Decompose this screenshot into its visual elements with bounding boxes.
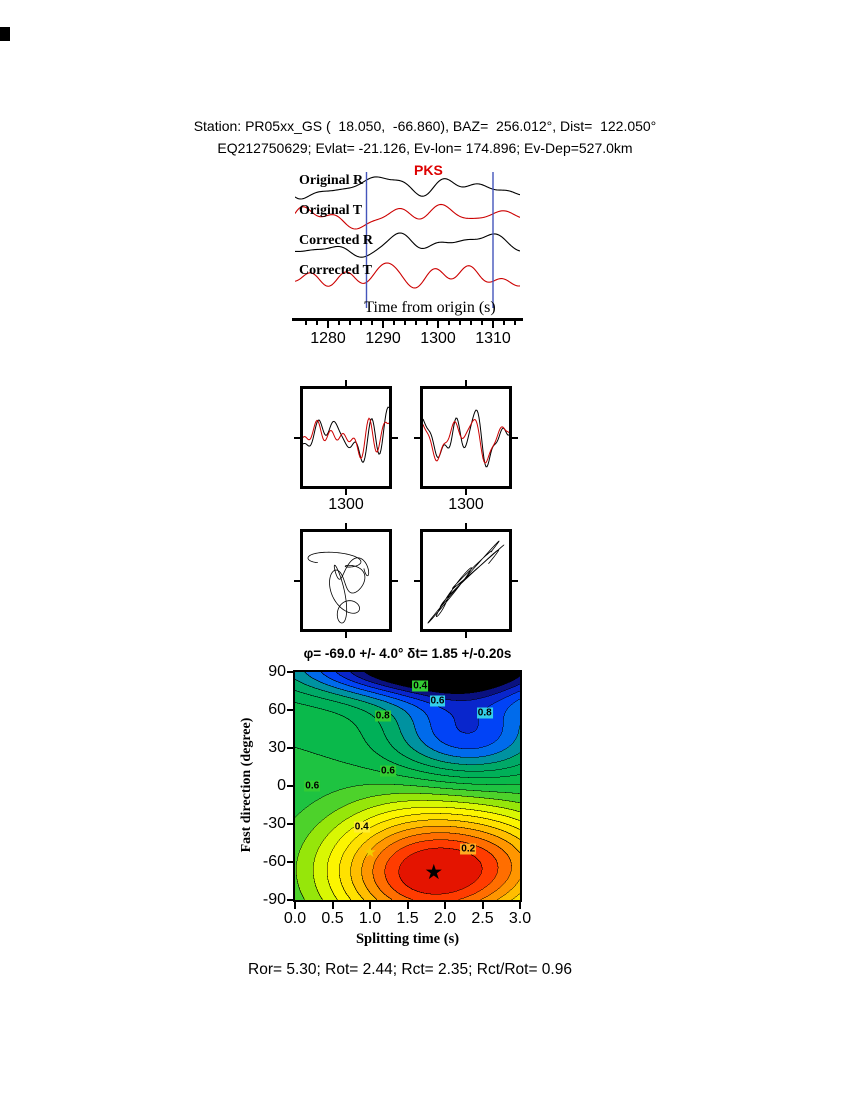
result-stats-footer: Ror= 5.30; Rot= 2.44; Rct= 2.35; Rct/Rot… xyxy=(248,961,572,978)
particle-motion-canvas xyxy=(423,532,509,629)
time-axis-tick xyxy=(382,321,384,328)
time-axis-tick-label: 1280 xyxy=(310,330,346,347)
y-axis-tick xyxy=(287,899,295,901)
time-axis-tick xyxy=(371,321,373,325)
best-fit-star: ★ xyxy=(424,860,444,885)
event-header-line2: EQ212750629; Evlat= -21.126, Ev-lon= 174… xyxy=(217,140,633,156)
time-axis-tick xyxy=(470,321,472,325)
time-axis-tick-label: 1310 xyxy=(475,330,511,347)
box-tick xyxy=(512,436,518,439)
x-axis-tick-label: 0.0 xyxy=(283,910,307,927)
y-axis-tick-label: -90 xyxy=(262,891,286,908)
time-axis-tick xyxy=(426,321,428,325)
time-axis-line xyxy=(292,318,523,321)
y-axis-tick-label: 90 xyxy=(268,663,286,680)
contour-title: φ= -69.0 +/- 4.0° δt= 1.85 +/-0.20s xyxy=(303,646,512,661)
x-axis-tick xyxy=(406,901,409,909)
pair-panel-tick-label-left: 1300 xyxy=(328,496,364,513)
box-tick xyxy=(294,436,300,439)
box-tick xyxy=(392,579,398,582)
box-tick xyxy=(465,489,467,495)
time-axis-tick xyxy=(327,321,329,328)
y-axis-tick-label: 30 xyxy=(268,739,286,756)
box-tick xyxy=(294,579,300,582)
x-axis-tick xyxy=(519,901,521,909)
x-axis-tick-label: 2.5 xyxy=(471,910,494,927)
time-axis-tick xyxy=(415,321,417,325)
time-axis-tick xyxy=(360,321,362,325)
time-axis-tick xyxy=(459,321,461,325)
particle-motion-canvas xyxy=(303,532,389,629)
time-axis-tick xyxy=(305,321,307,325)
x-axis-tick xyxy=(369,901,371,909)
y-axis-tick-label: 60 xyxy=(268,701,286,718)
contour-label: 0.2 xyxy=(460,843,477,855)
y-axis-tick-label: -30 xyxy=(262,815,286,832)
box-tick xyxy=(392,436,398,439)
time-axis-tick xyxy=(404,321,406,325)
time-axis-label: Time from origin (s) xyxy=(364,299,496,316)
time-axis-tick xyxy=(316,321,318,325)
x-axis-tick-label: 3.0 xyxy=(508,910,532,927)
x-axis-tick-label: 2.0 xyxy=(433,910,457,927)
y-axis-tick xyxy=(287,785,295,787)
corner-mark xyxy=(0,27,10,41)
contour-label: 0.6 xyxy=(429,695,446,707)
box-tick xyxy=(512,579,518,582)
pair-panel-tick-label-right: 1300 xyxy=(448,496,484,513)
box-tick xyxy=(345,632,347,638)
contour-label: 0.8 xyxy=(374,710,391,722)
x-axis-tick-label: 1.5 xyxy=(396,910,419,927)
trace-label-corrected-t: Corrected T xyxy=(299,263,372,278)
y-axis-tick xyxy=(287,823,295,825)
secondary-star: ★ xyxy=(363,843,377,862)
y-axis-tick xyxy=(287,747,295,749)
y-axis-tick xyxy=(287,709,295,711)
x-axis-tick xyxy=(331,901,334,909)
time-axis-tick xyxy=(349,321,351,325)
x-axis-label: Splitting time (s) xyxy=(355,931,460,947)
time-axis-tick xyxy=(514,321,516,325)
box-tick xyxy=(465,632,467,638)
trace-label-original-t: Original T xyxy=(299,203,363,218)
time-axis-tick xyxy=(437,321,439,328)
time-axis-tick-label: 1290 xyxy=(365,330,401,347)
time-axis-tick xyxy=(393,321,395,325)
contour-label: 0.6 xyxy=(304,780,321,792)
station-header-line1: Station: PR05xx_GS ( 18.050, -66.860), B… xyxy=(193,118,657,134)
box-tick xyxy=(345,523,347,529)
y-axis-tick-label: 0 xyxy=(277,777,286,794)
box-tick xyxy=(414,579,420,582)
x-axis-tick xyxy=(444,901,446,909)
contour-label: 0.6 xyxy=(380,765,396,777)
box-tick xyxy=(345,489,347,495)
box-tick xyxy=(345,380,347,386)
x-axis-tick xyxy=(294,901,296,909)
time-axis-tick xyxy=(448,321,450,325)
trace-label-original-r: Original R xyxy=(299,173,364,188)
trace-label-corrected-r: Corrected R xyxy=(299,233,373,248)
x-axis-tick xyxy=(481,901,484,909)
time-axis-tick xyxy=(503,321,505,325)
seismogram-canvas xyxy=(295,170,520,310)
contour-label: 0.4 xyxy=(412,680,429,692)
x-axis-tick-label: 0.5 xyxy=(321,910,344,927)
contour-label: 0.4 xyxy=(353,821,370,833)
y-axis-tick xyxy=(287,671,295,673)
box-tick xyxy=(465,380,467,386)
time-axis-tick xyxy=(492,321,494,328)
time-axis-tick xyxy=(338,321,340,325)
contour-label: 0.8 xyxy=(476,707,493,719)
time-axis-tick xyxy=(481,321,483,325)
box-tick xyxy=(465,523,467,529)
time-axis-tick-label: 1300 xyxy=(420,330,456,347)
x-axis-tick-label: 1.0 xyxy=(358,910,382,927)
box-tick xyxy=(414,436,420,439)
y-axis-tick xyxy=(287,861,295,863)
waveform-pair-canvas xyxy=(303,389,389,486)
waveform-pair-canvas xyxy=(423,389,509,486)
y-axis-tick-label: -60 xyxy=(262,853,286,870)
